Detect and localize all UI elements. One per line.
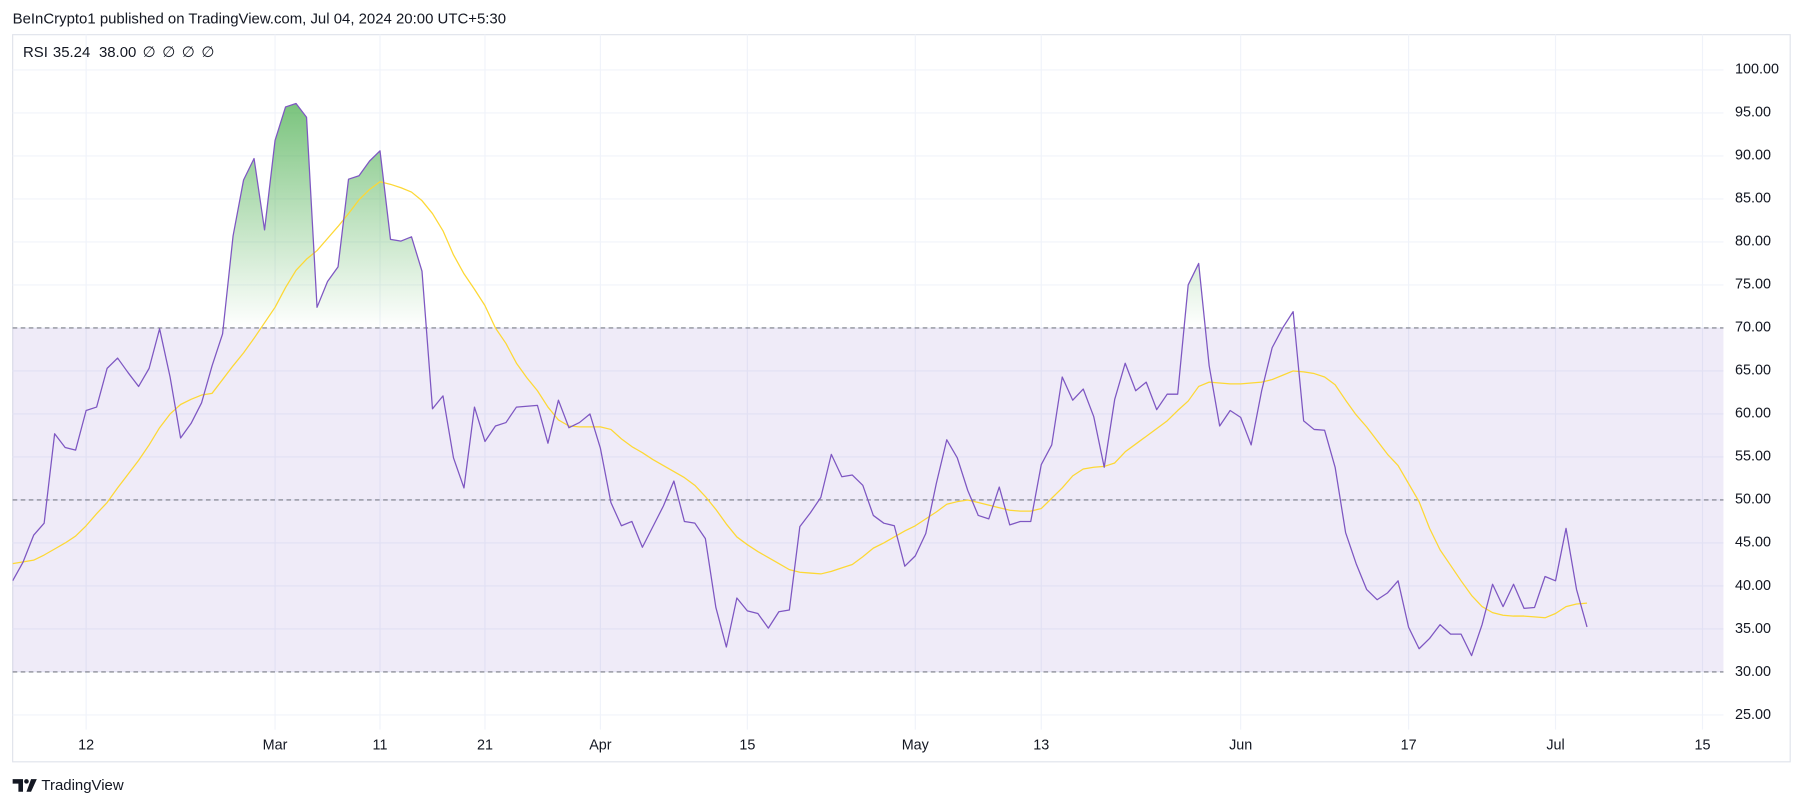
- x-tick-label: 12: [78, 737, 94, 753]
- x-tick-label: May: [902, 737, 930, 753]
- x-tick-label: 17: [1401, 737, 1417, 753]
- y-tick-label: 45.00: [1735, 535, 1771, 551]
- y-tick-label: 80.00: [1735, 234, 1771, 250]
- pane-border: [12, 34, 1791, 763]
- x-tick-label: 21: [477, 737, 493, 753]
- x-tick-label: 13: [1033, 737, 1049, 753]
- legend-flag: ∅: [143, 44, 156, 61]
- legend-flag: ∅: [182, 44, 195, 61]
- x-tick-label: Mar: [263, 737, 288, 753]
- x-tick-label: 15: [739, 737, 755, 753]
- legend-flag: ∅: [162, 44, 175, 61]
- x-tick-label: Apr: [589, 737, 612, 753]
- rsi-line: [12, 102, 1588, 657]
- plot: 25.00 30.00 35.00 40.00 45.00 50.00 55.00 60.00…: [12, 34, 1779, 753]
- y-tick-label: 35.00: [1735, 621, 1771, 637]
- y-tick-label: 40.00: [1735, 578, 1771, 594]
- y-tick-label: 95.00: [1735, 105, 1771, 121]
- legend-title: RSI: [23, 44, 48, 61]
- footer-logo: [12, 779, 37, 792]
- logo-mark: [24, 779, 29, 784]
- logo-mark: [12, 779, 24, 792]
- y-tick-label: 100.00: [1735, 62, 1779, 78]
- header: BeInCrypto1 published on TradingView.com…: [13, 11, 506, 28]
- legend-value: 35.24: [53, 44, 90, 61]
- footer: TradingView: [41, 777, 123, 794]
- x-tick-label: 11: [373, 737, 388, 753]
- overbought-fill: [223, 103, 1295, 328]
- x-tick-label: Jul: [1546, 737, 1564, 753]
- y-tick-label: 55.00: [1735, 449, 1771, 465]
- y-tick-label: 90.00: [1735, 148, 1771, 164]
- legend: RSI 35.24 38.00 ∅ ∅ ∅ ∅: [23, 44, 214, 61]
- logo-mark: [26, 779, 37, 792]
- y-tick-label: 25.00: [1735, 707, 1771, 723]
- legend-flag: ∅: [201, 44, 214, 61]
- y-tick-label: 65.00: [1735, 363, 1771, 379]
- rsi-ma-line: [12, 181, 1588, 619]
- y-tick-label: 50.00: [1735, 492, 1771, 508]
- y-tick-label: 75.00: [1735, 277, 1771, 293]
- legend-value: 38.00: [99, 44, 136, 61]
- y-tick-label: 85.00: [1735, 191, 1771, 207]
- x-tick-label: Jun: [1229, 737, 1252, 753]
- y-tick-label: 70.00: [1735, 320, 1771, 336]
- y-tick-label: 60.00: [1735, 406, 1771, 422]
- y-tick-label: 30.00: [1735, 664, 1771, 680]
- x-tick-label: 15: [1694, 737, 1710, 753]
